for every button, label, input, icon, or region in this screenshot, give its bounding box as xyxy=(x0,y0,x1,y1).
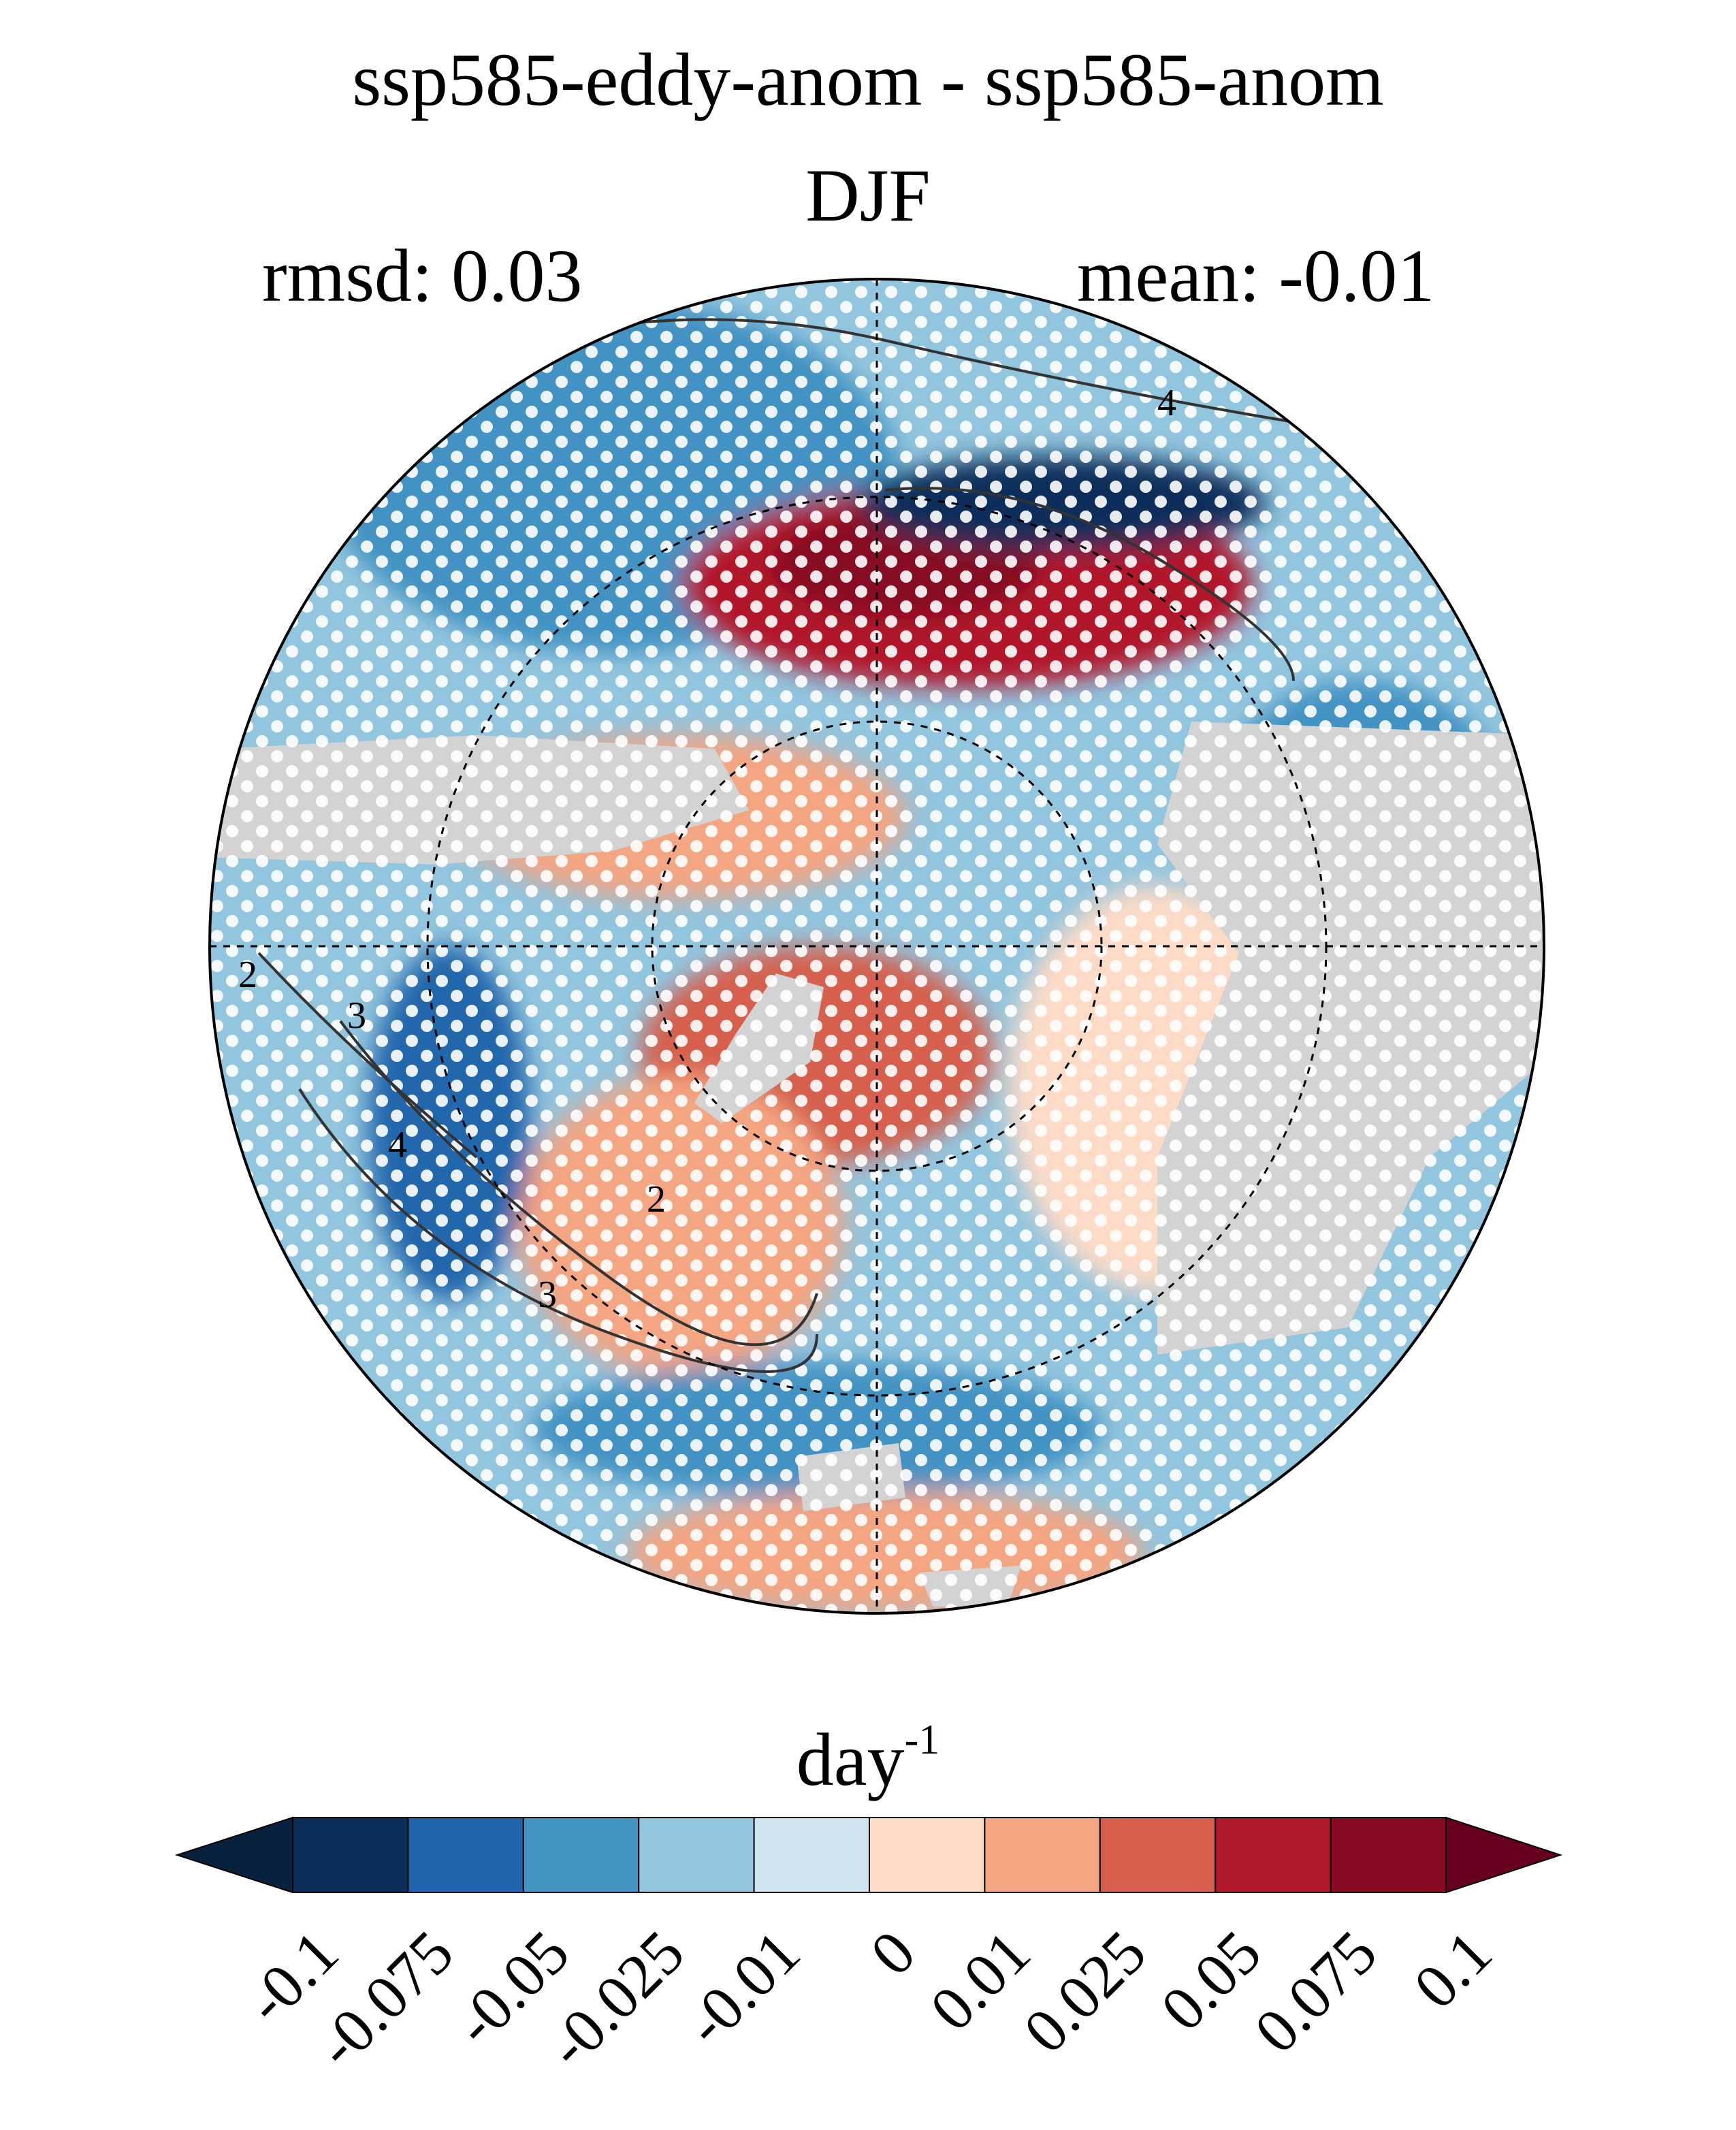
colorbar-segment xyxy=(292,1817,409,1893)
graticule xyxy=(210,279,1544,1613)
rmsd-label: rmsd: 0.03 xyxy=(262,234,583,317)
colorbar-segment xyxy=(1330,1817,1447,1893)
colorbar-segment xyxy=(869,1817,986,1893)
contour-label: 2 xyxy=(238,954,257,996)
units-base: day xyxy=(796,1718,905,1801)
colorbar-extend-high xyxy=(1445,1816,1563,1894)
season-label: DJF xyxy=(805,154,931,237)
contour-label: 3 xyxy=(538,1274,557,1316)
colorbar-segment xyxy=(1099,1817,1217,1893)
colorbar-extend-low xyxy=(174,1816,293,1894)
colorbar-segment xyxy=(753,1817,870,1893)
mean-label: mean: -0.01 xyxy=(1077,234,1435,317)
contour-label: 4 xyxy=(1157,382,1176,424)
colorbar-segment xyxy=(638,1817,755,1893)
colorbar-segment xyxy=(984,1817,1101,1893)
contour-label: 2 xyxy=(647,1178,666,1221)
contour-label: 3 xyxy=(347,995,366,1037)
contour-label: 4 xyxy=(388,1124,407,1166)
chart-title: ssp585-eddy-anom - ssp585-anom xyxy=(352,38,1384,121)
map-boundary xyxy=(208,278,1545,1615)
colorbar-segment xyxy=(522,1817,640,1893)
colorbar-segment xyxy=(1215,1817,1332,1893)
units-exponent: -1 xyxy=(904,1717,940,1763)
map-field: 4 2 3 4 2 3 xyxy=(210,279,1544,1613)
colorbar-segment xyxy=(407,1817,524,1893)
colorbar-units: day-1 xyxy=(0,1719,1736,1797)
polar-map: 4 2 3 4 2 3 xyxy=(208,278,1545,1615)
